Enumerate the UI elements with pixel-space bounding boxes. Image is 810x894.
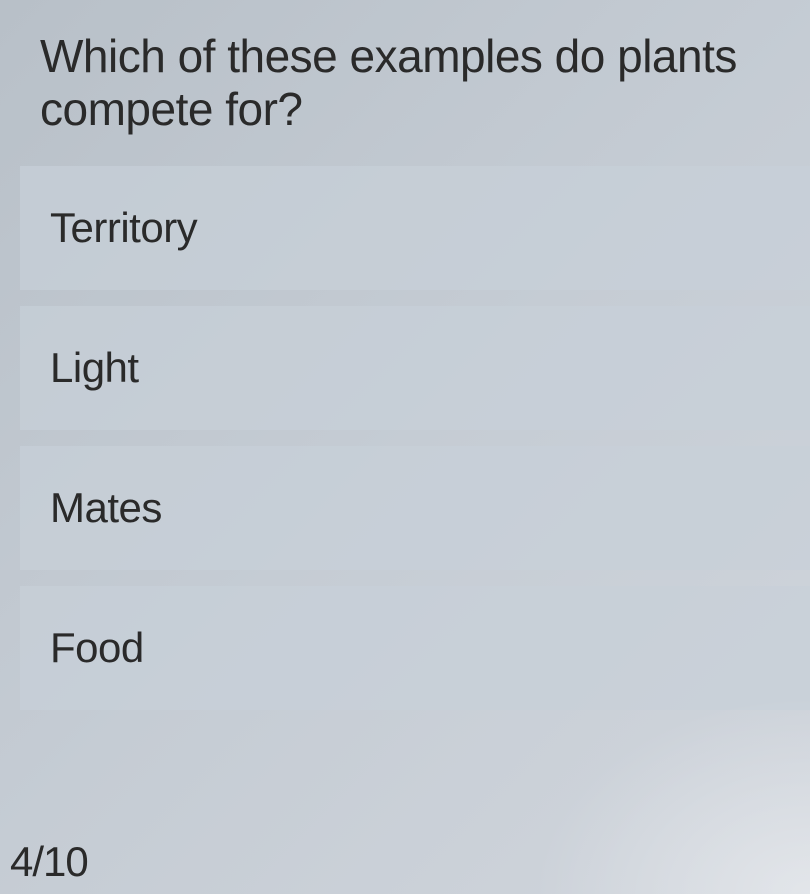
quiz-container: Which of these examples do plants compet… (0, 0, 810, 710)
option-light[interactable]: Light (20, 306, 810, 430)
progress-indicator: 4/10 (10, 838, 88, 886)
option-food[interactable]: Food (20, 586, 810, 710)
options-list: Territory Light Mates Food (20, 166, 810, 710)
screen-glare (530, 694, 810, 894)
option-territory[interactable]: Territory (20, 166, 810, 290)
question-text: Which of these examples do plants compet… (20, 20, 810, 166)
option-mates[interactable]: Mates (20, 446, 810, 570)
